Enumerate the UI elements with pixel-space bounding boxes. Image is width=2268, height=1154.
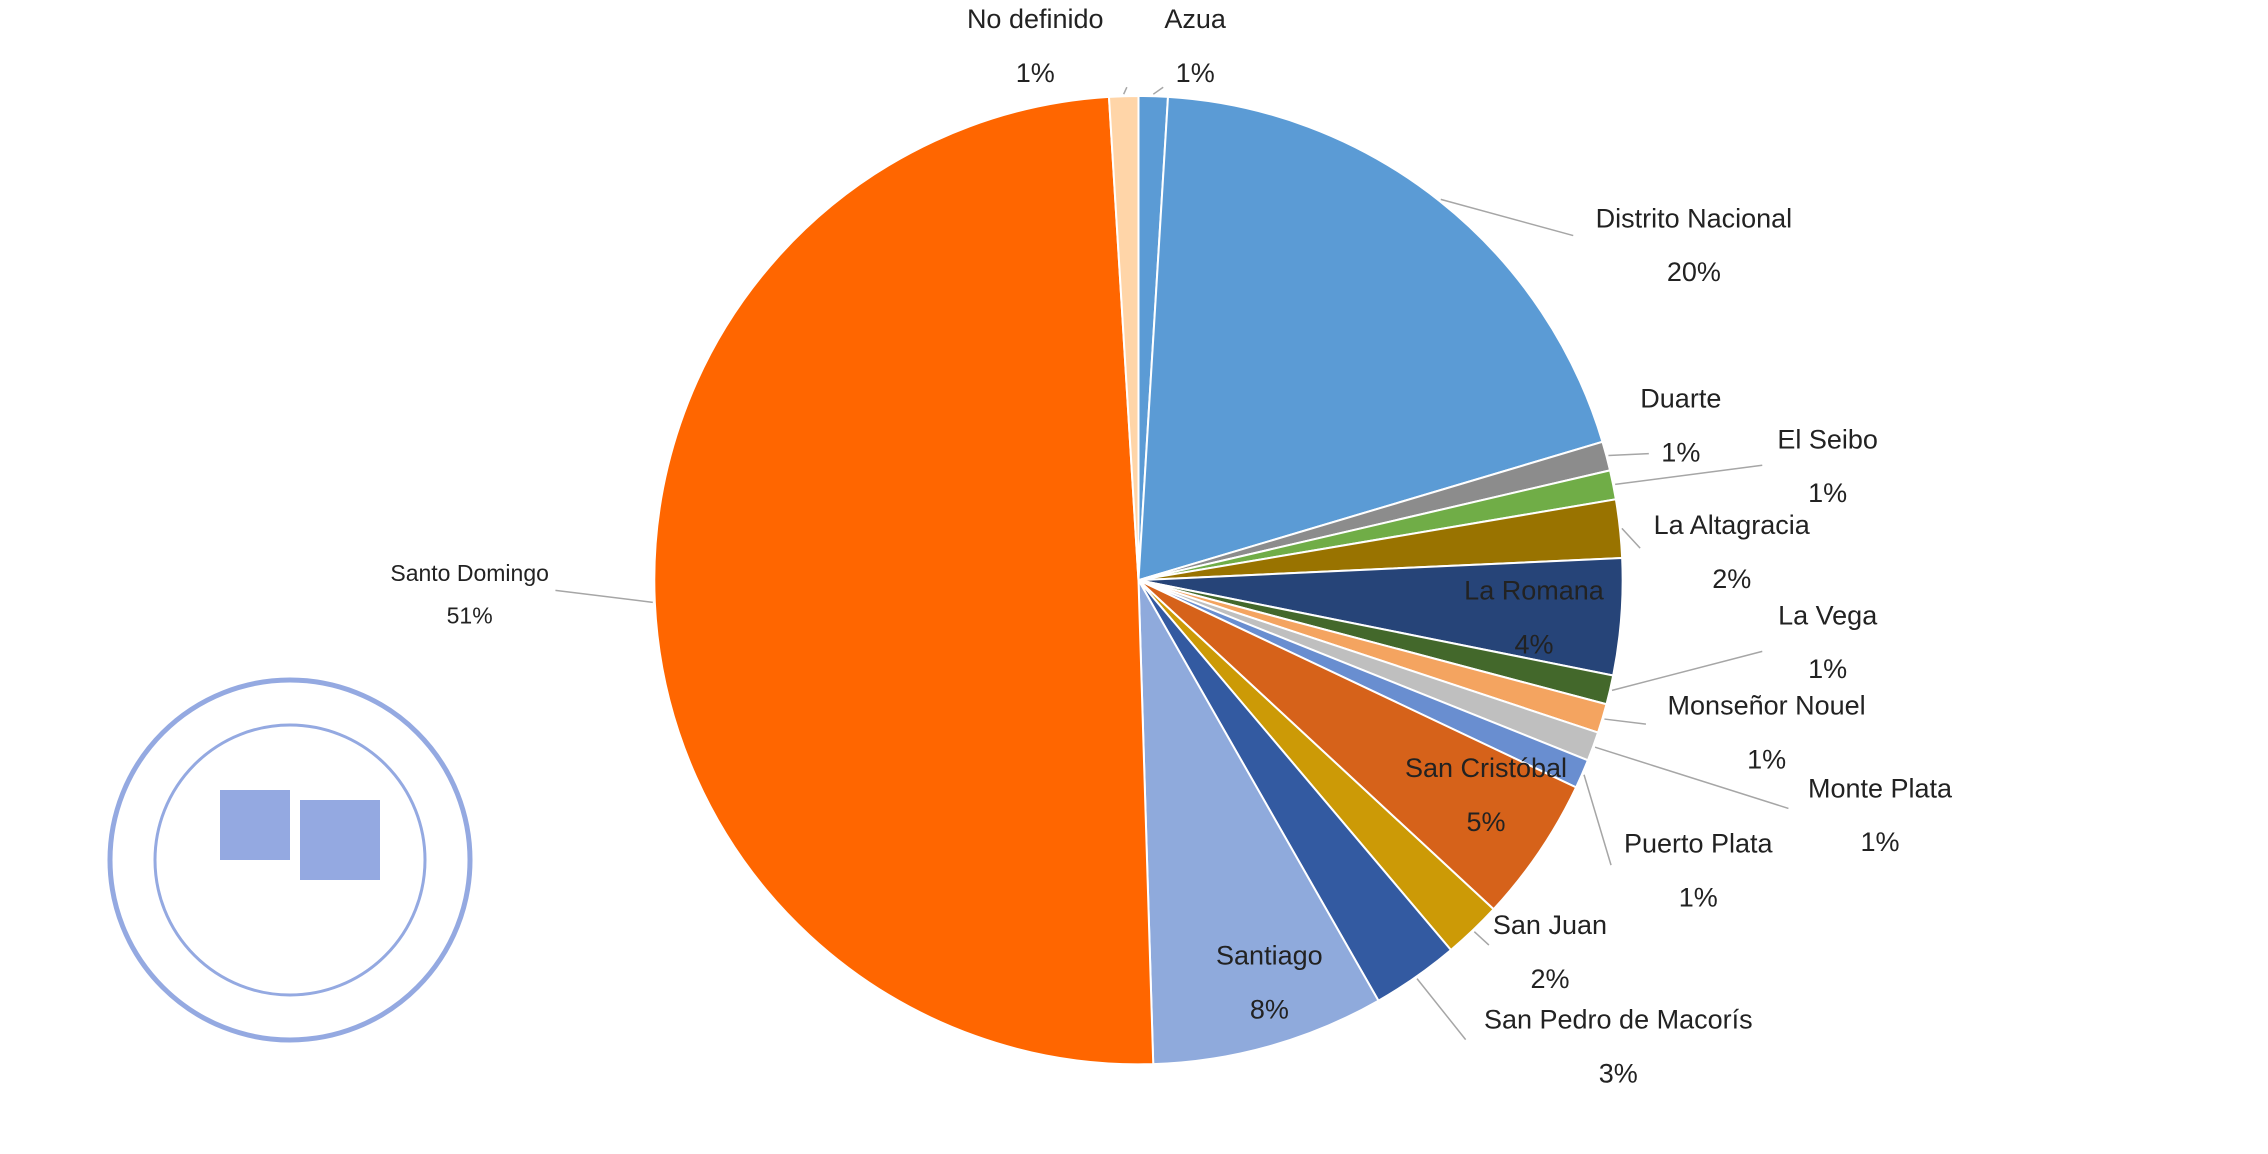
slice-value-label: 2% bbox=[1530, 964, 1569, 994]
slice-value-label: 2% bbox=[1712, 564, 1751, 594]
slice-value-label: 8% bbox=[1250, 994, 1289, 1024]
slice-value-label: 1% bbox=[1747, 744, 1786, 774]
slice-value-label: 1% bbox=[1808, 654, 1847, 684]
slice-value-label: 1% bbox=[1808, 478, 1847, 508]
leader-line bbox=[1604, 718, 1647, 725]
leader-line bbox=[1416, 978, 1467, 1041]
leader-line bbox=[555, 589, 653, 604]
slice-label: Santo Domingo bbox=[390, 560, 549, 586]
slice-label: El Seibo bbox=[1777, 424, 1878, 454]
pie-slice bbox=[1107, 94, 1140, 581]
pie-slice bbox=[1137, 579, 1578, 911]
leader-line bbox=[1152, 86, 1164, 95]
slice-label: San Cristóbal bbox=[1405, 753, 1567, 783]
slice-label: Distrito Nacional bbox=[1596, 203, 1793, 233]
leader-line bbox=[1440, 198, 1574, 237]
slice-value-label: 1% bbox=[1016, 58, 1055, 88]
slice-value-label: 1% bbox=[1661, 438, 1700, 468]
slice-value-label: 20% bbox=[1667, 257, 1721, 287]
slice-value-label: 3% bbox=[1599, 1058, 1638, 1088]
slice-label: La Vega bbox=[1778, 600, 1878, 630]
slice-value-label: 1% bbox=[1861, 827, 1900, 857]
slice-label: Santiago bbox=[1216, 941, 1323, 971]
slice-value-label: 4% bbox=[1514, 629, 1553, 659]
pie-slice bbox=[1137, 579, 1380, 1066]
slice-label: San Juan bbox=[1493, 910, 1607, 940]
slice-label: La Altagracia bbox=[1654, 510, 1811, 540]
leader-line bbox=[1583, 774, 1612, 866]
slice-value-label: 1% bbox=[1679, 882, 1718, 912]
slice-label: Azua bbox=[1164, 4, 1227, 34]
slice-value-label: 51% bbox=[447, 602, 493, 628]
slice-label: San Pedro de Macorís bbox=[1484, 1005, 1753, 1035]
slice-label: Puerto Plata bbox=[1624, 829, 1774, 859]
slice-label: Monseñor Nouel bbox=[1668, 690, 1866, 720]
pie-slice bbox=[1137, 95, 1604, 582]
leader-line bbox=[1122, 86, 1128, 95]
slice-label: La Romana bbox=[1464, 576, 1605, 606]
pie-slice bbox=[653, 95, 1155, 1066]
leader-line bbox=[1473, 931, 1490, 946]
slice-label: Duarte bbox=[1640, 384, 1721, 414]
leader-line bbox=[1608, 452, 1649, 457]
leader-line bbox=[1615, 464, 1763, 486]
leader-line bbox=[1621, 527, 1641, 549]
leader-line bbox=[1611, 650, 1763, 692]
slice-label: Monte Plata bbox=[1808, 773, 1953, 803]
slice-value-label: 1% bbox=[1176, 58, 1215, 88]
stamp bbox=[107, 677, 473, 1043]
slice-value-label: 5% bbox=[1466, 807, 1505, 837]
leader-line bbox=[1594, 746, 1789, 810]
slice-label: No definido bbox=[967, 4, 1104, 34]
